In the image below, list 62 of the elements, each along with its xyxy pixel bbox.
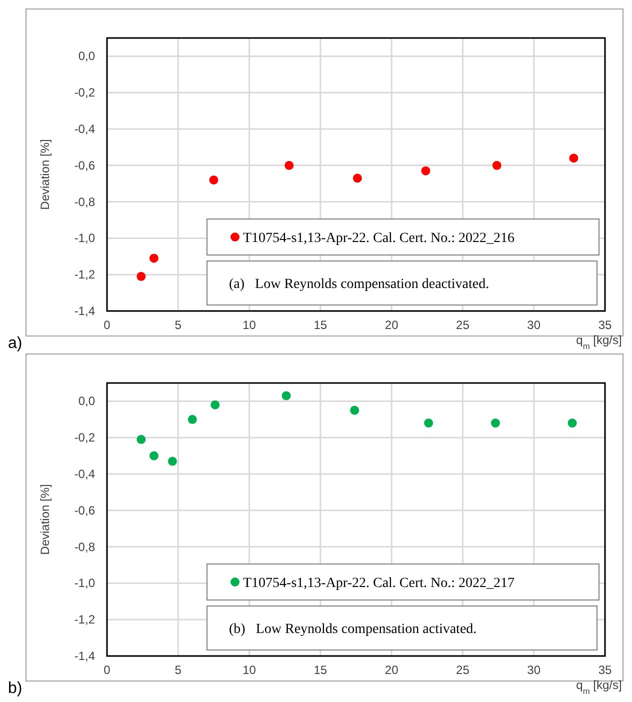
point xyxy=(568,418,577,428)
text: a) xyxy=(8,335,22,352)
x-tick-label: 25 xyxy=(456,663,470,677)
point xyxy=(282,391,291,400)
y-axis-title: Deviation [%] xyxy=(38,484,52,555)
note-box: (b) Low Reynolds compensation activated. xyxy=(206,606,598,650)
point xyxy=(492,160,502,170)
y-tick-label: -0,4 xyxy=(74,122,96,136)
point xyxy=(350,406,360,415)
point xyxy=(490,418,500,428)
y-tick-label: -0,8 xyxy=(74,194,96,209)
point xyxy=(149,254,158,263)
y-axis-title: Deviation [%] xyxy=(38,139,52,210)
text: b) xyxy=(8,680,22,697)
point xyxy=(168,456,177,466)
x-tick-label: 0 xyxy=(104,663,111,677)
point xyxy=(136,434,146,444)
y-tick-label: -0,2 xyxy=(74,86,96,100)
x-tick-label: 10 xyxy=(242,318,256,332)
y-tick-label: -1,0 xyxy=(74,576,96,590)
y-tick-label: -1,0 xyxy=(74,231,96,246)
x-tick-label: 15 xyxy=(314,663,328,677)
point xyxy=(210,400,220,410)
x-tick-label: 10 xyxy=(242,663,256,677)
y-tick-label: -1,2 xyxy=(74,612,96,627)
x-tick-label: 20 xyxy=(384,663,399,677)
x-axis-title: q$_{m}$ [kg/s] xyxy=(576,678,622,696)
x-tick-label: 5 xyxy=(174,318,182,332)
legend-label: T10754-s1,13-Apr-22. Cal. Cert. No.: 2022_216 xyxy=(243,231,515,246)
y-tick-label: -1,2 xyxy=(74,268,96,282)
legend-label: T10754-s1,13-Apr-22. Cal. Cert. No.: 2022_217 xyxy=(243,576,515,591)
x-tick-label: 35 xyxy=(598,663,612,677)
x-tick-label: 20 xyxy=(384,318,399,332)
y-tick-label: -0,4 xyxy=(74,467,96,481)
point xyxy=(209,175,218,184)
point xyxy=(569,154,578,163)
x-tick-label: 0 xyxy=(104,318,111,332)
point xyxy=(284,160,294,170)
annotation: (a) Low Reynolds compensation deactivated. xyxy=(229,277,490,292)
y-tick-label: -0,8 xyxy=(74,540,96,554)
note-box: (a) Low Reynolds compensation deactivated. xyxy=(206,260,598,306)
y-tick-label: -1,4 xyxy=(74,304,96,318)
x-tick-label: 35 xyxy=(598,318,612,332)
y-tick-label: -1,4 xyxy=(74,649,96,663)
point xyxy=(352,174,362,183)
point xyxy=(424,418,434,428)
x-tick-label: 30 xyxy=(527,318,541,332)
x-tick-label: 25 xyxy=(456,318,470,332)
y-tick-label: 0,0 xyxy=(78,394,96,408)
x-axis-title: q$_{m}$ [kg/s] xyxy=(576,333,622,351)
annotation: (b) Low Reynolds compensation activated. xyxy=(229,622,477,637)
x-tick-label: 15 xyxy=(314,318,328,332)
y-tick-label: 0,0 xyxy=(78,49,96,64)
point xyxy=(421,166,430,176)
point xyxy=(149,451,158,460)
point xyxy=(188,414,197,424)
point xyxy=(136,272,146,281)
x-tick-label: 5 xyxy=(174,663,182,677)
y-tick-label: -0,6 xyxy=(74,158,96,172)
x-tick-label: 30 xyxy=(527,663,541,677)
y-tick-label: -0,6 xyxy=(74,503,96,518)
y-tick-label: -0,2 xyxy=(74,430,96,445)
